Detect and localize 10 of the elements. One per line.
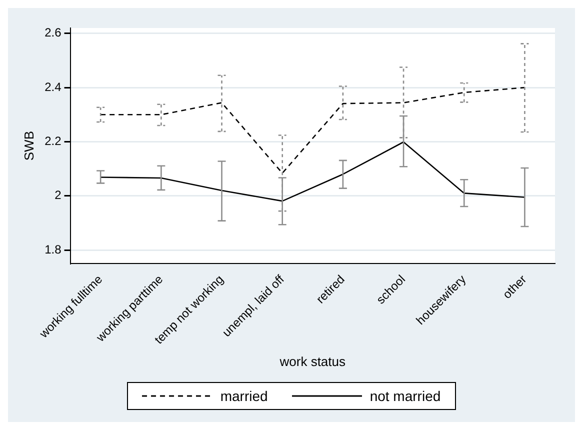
line-series — [100, 86, 526, 174]
y-axis-title: SWB — [21, 130, 36, 161]
legend-label: married — [220, 388, 268, 404]
legend-label: not married — [370, 388, 441, 404]
y-tick-label: 2.2 — [44, 134, 62, 148]
y-tick-label: 1.8 — [44, 242, 62, 256]
y-tick-label: 2.6 — [44, 26, 62, 40]
y-tick-label: 2.4 — [44, 80, 62, 94]
y-tick-label: 2 — [54, 188, 62, 202]
x-axis-title: work status — [278, 354, 346, 369]
